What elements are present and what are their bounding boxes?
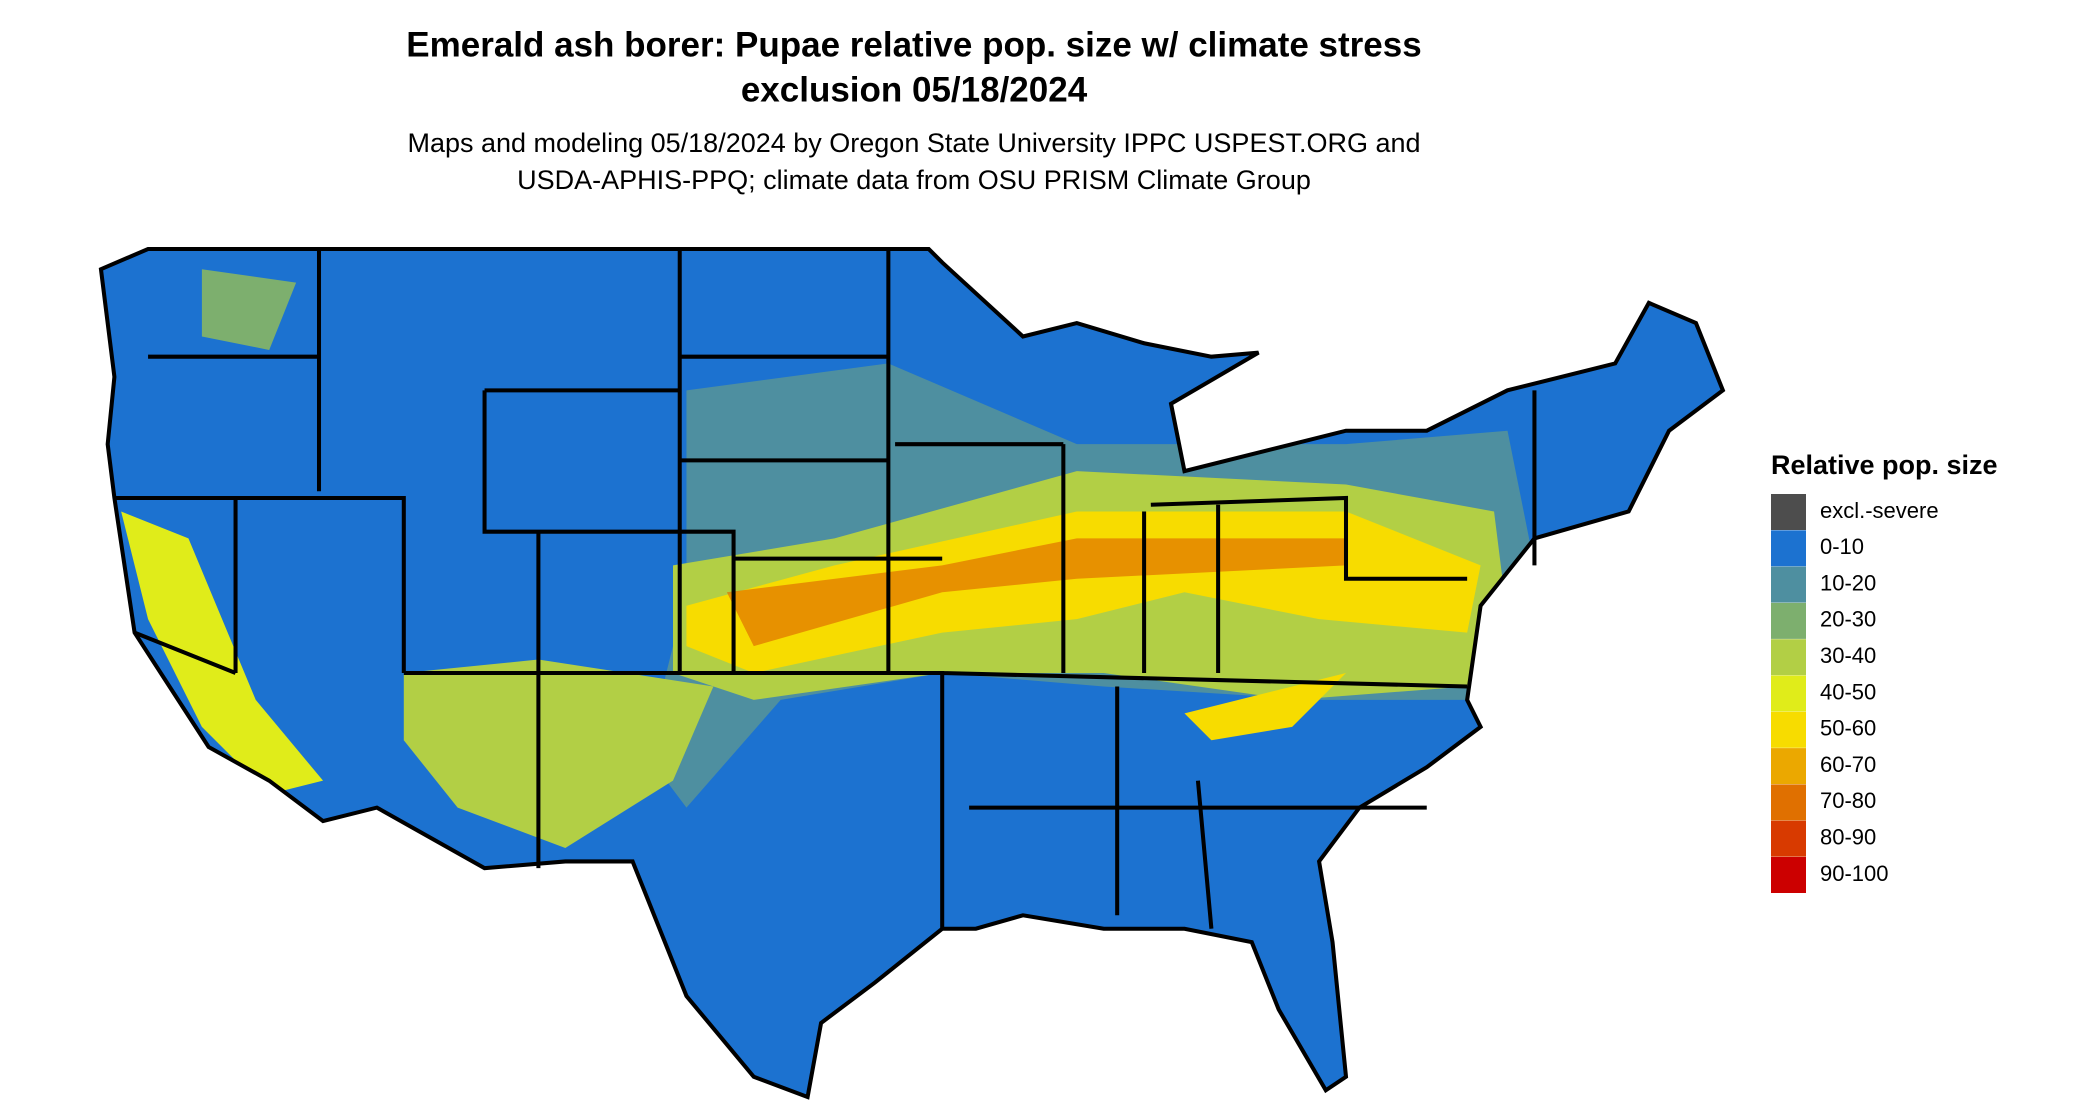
title-line-2: exclusion 05/18/2024 [741,70,1088,109]
legend-swatch [1771,494,1806,530]
legend-label: 20-30 [1820,607,1876,632]
legend-label: 60-70 [1820,752,1876,777]
zones [121,269,1535,848]
map [101,249,1723,1097]
legend-label: 0-10 [1820,534,1864,559]
legend-swatch [1771,748,1806,785]
legend-title: Relative pop. size [1771,450,1998,480]
subtitle-line-2: USDA-APHIS-PPQ; climate data from OSU PR… [517,165,1311,195]
legend-label: 40-50 [1820,679,1876,704]
subtitle-line-1: Maps and modeling 05/18/2024 by Oregon S… [407,128,1420,158]
legend-label: 90-100 [1820,861,1889,886]
legend-label: 80-90 [1820,825,1876,850]
legend-label: 70-80 [1820,788,1876,813]
legend-swatch [1771,602,1806,639]
legend-swatch [1771,784,1806,821]
state-borders [101,249,1723,1097]
legend-label: excl.-severe [1820,498,1939,523]
legend-label: 30-40 [1820,643,1876,668]
legend: excl.-severe 0-10 10-20 20-30 30-40 40-50 50-6… [1771,494,1939,893]
legend-swatch [1771,711,1806,748]
title-line-1: Emerald ash borer: Pupae relative pop. s… [406,25,1421,64]
legend-swatch [1771,566,1806,603]
legend-swatch [1771,639,1806,676]
legend-label: 10-20 [1820,570,1876,595]
legend-label: 50-60 [1820,716,1876,741]
legend-swatch [1771,675,1806,712]
legend-swatch [1771,857,1806,893]
legend-swatch [1771,530,1806,567]
legend-swatch [1771,820,1806,857]
